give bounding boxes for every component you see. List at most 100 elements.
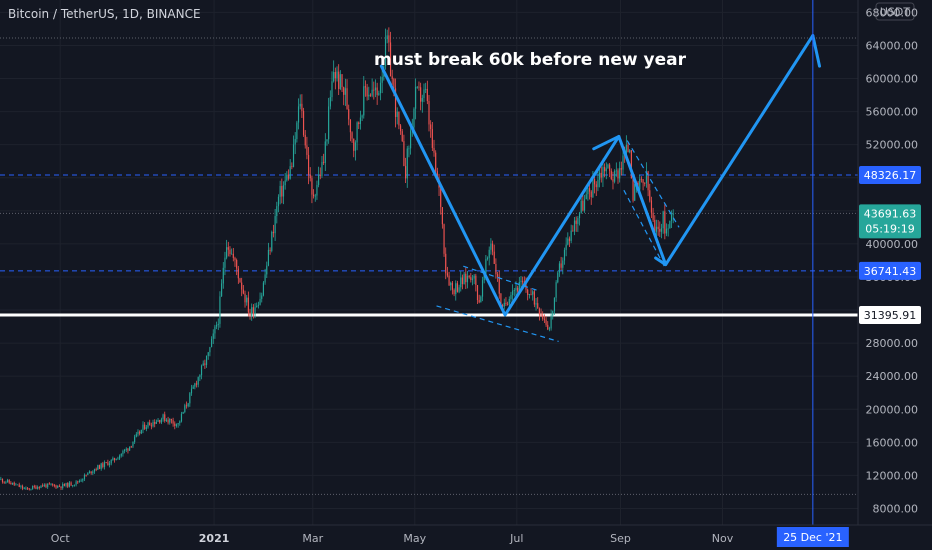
candle-body[interactable] — [560, 263, 562, 268]
candle-body[interactable] — [588, 188, 591, 192]
candle-body[interactable] — [309, 174, 311, 179]
candle-body[interactable] — [108, 463, 111, 466]
candle-body[interactable] — [583, 199, 586, 211]
candle-body[interactable] — [134, 436, 136, 443]
candle-body[interactable] — [189, 393, 191, 404]
candle-body[interactable] — [348, 109, 350, 120]
candle-body[interactable] — [590, 191, 592, 198]
candle-body[interactable] — [619, 168, 621, 179]
candle-body[interactable] — [575, 220, 577, 224]
candle-body[interactable] — [512, 290, 514, 295]
candle-body[interactable] — [162, 414, 164, 420]
candle-body[interactable] — [313, 194, 315, 197]
candle-body[interactable] — [207, 352, 209, 356]
candle-body[interactable] — [394, 88, 397, 117]
candle-body[interactable] — [446, 273, 448, 276]
arrowhead[interactable] — [811, 34, 822, 68]
candle-body[interactable] — [672, 213, 674, 215]
candle-body[interactable] — [236, 259, 238, 269]
candle-body[interactable] — [80, 480, 82, 482]
candle-body[interactable] — [175, 424, 178, 426]
candle-body[interactable] — [319, 174, 321, 176]
candle-body[interactable] — [38, 487, 40, 488]
date-tag-label[interactable]: 25 Dec '21 — [783, 531, 842, 544]
date-tag-box[interactable] — [776, 527, 849, 547]
candle-body[interactable] — [307, 154, 310, 175]
candle-body[interactable] — [518, 282, 520, 292]
candle-body[interactable] — [98, 465, 101, 469]
candle-body[interactable] — [645, 171, 648, 184]
candle-body[interactable] — [517, 287, 519, 292]
candle-body[interactable] — [291, 166, 293, 168]
candle-body[interactable] — [267, 249, 270, 266]
candlesticks[interactable] — [0, 27, 674, 491]
candle-body[interactable] — [640, 178, 642, 180]
candle-body[interactable] — [662, 211, 664, 229]
candle-body[interactable] — [276, 206, 278, 217]
candle-body[interactable] — [105, 462, 107, 463]
candle-body[interactable] — [28, 488, 30, 490]
candle-body[interactable] — [548, 328, 551, 330]
price-tag-label[interactable]: 48326.17 — [864, 169, 917, 182]
candle-body[interactable] — [550, 315, 552, 329]
candle-body[interactable] — [53, 485, 55, 486]
candle-body[interactable] — [187, 403, 189, 407]
candle-body[interactable] — [30, 489, 32, 491]
candle-body[interactable] — [593, 179, 596, 185]
candle-body[interactable] — [142, 424, 144, 430]
candle-body[interactable] — [445, 253, 447, 274]
candle-body[interactable] — [602, 166, 604, 178]
candle-body[interactable] — [157, 419, 159, 422]
candle-body[interactable] — [629, 150, 631, 153]
candle-body[interactable] — [88, 471, 91, 473]
candle-body[interactable] — [369, 94, 372, 96]
candle-body[interactable] — [431, 128, 433, 148]
candle-body[interactable] — [453, 289, 455, 295]
candle-body[interactable] — [366, 87, 368, 97]
candle-body[interactable] — [304, 134, 306, 146]
last-price-tag[interactable] — [859, 204, 921, 239]
candle-body[interactable] — [197, 377, 199, 385]
candle-body[interactable] — [179, 421, 181, 424]
candle-body[interactable] — [349, 119, 351, 133]
candle-body[interactable] — [639, 178, 641, 190]
candle-body[interactable] — [665, 228, 668, 234]
price-tag-box[interactable] — [859, 261, 921, 280]
candle-body[interactable] — [599, 172, 601, 180]
symbol-title[interactable]: Bitcoin / TetherUS, 1D, BINANCE — [8, 7, 201, 21]
candle-body[interactable] — [20, 486, 22, 487]
candle-body[interactable] — [358, 122, 360, 125]
candle-body[interactable] — [455, 283, 457, 295]
candle-body[interactable] — [476, 285, 479, 301]
candle-body[interactable] — [21, 486, 24, 489]
candle-body[interactable] — [538, 308, 540, 315]
candle-body[interactable] — [147, 422, 149, 428]
candle-body[interactable] — [120, 453, 122, 456]
candle-body[interactable] — [224, 257, 226, 268]
candle-body[interactable] — [42, 485, 44, 487]
candle-body[interactable] — [18, 484, 20, 487]
candle-body[interactable] — [314, 195, 316, 197]
candle-body[interactable] — [563, 249, 566, 261]
candle-body[interactable] — [212, 333, 214, 339]
candle-body[interactable] — [363, 86, 365, 116]
candle-body[interactable] — [112, 458, 114, 460]
candle-body[interactable] — [180, 413, 183, 422]
candle-body[interactable] — [420, 87, 422, 102]
candle-body[interactable] — [346, 88, 348, 110]
candle-body[interactable] — [200, 365, 203, 376]
candle-body[interactable] — [165, 419, 168, 421]
candle-body[interactable] — [140, 429, 142, 434]
candle-body[interactable] — [461, 277, 464, 285]
candle-body[interactable] — [498, 276, 500, 294]
candle-body[interactable] — [578, 212, 581, 219]
candle-body[interactable] — [595, 184, 597, 188]
candle-body[interactable] — [129, 446, 131, 451]
candle-body[interactable] — [650, 200, 653, 213]
candle-body[interactable] — [642, 179, 644, 184]
candle-body[interactable] — [403, 141, 405, 167]
candle-body[interactable] — [567, 238, 569, 245]
candle-body[interactable] — [600, 172, 602, 178]
candle-body[interactable] — [493, 251, 495, 264]
candle-body[interactable] — [416, 86, 418, 88]
